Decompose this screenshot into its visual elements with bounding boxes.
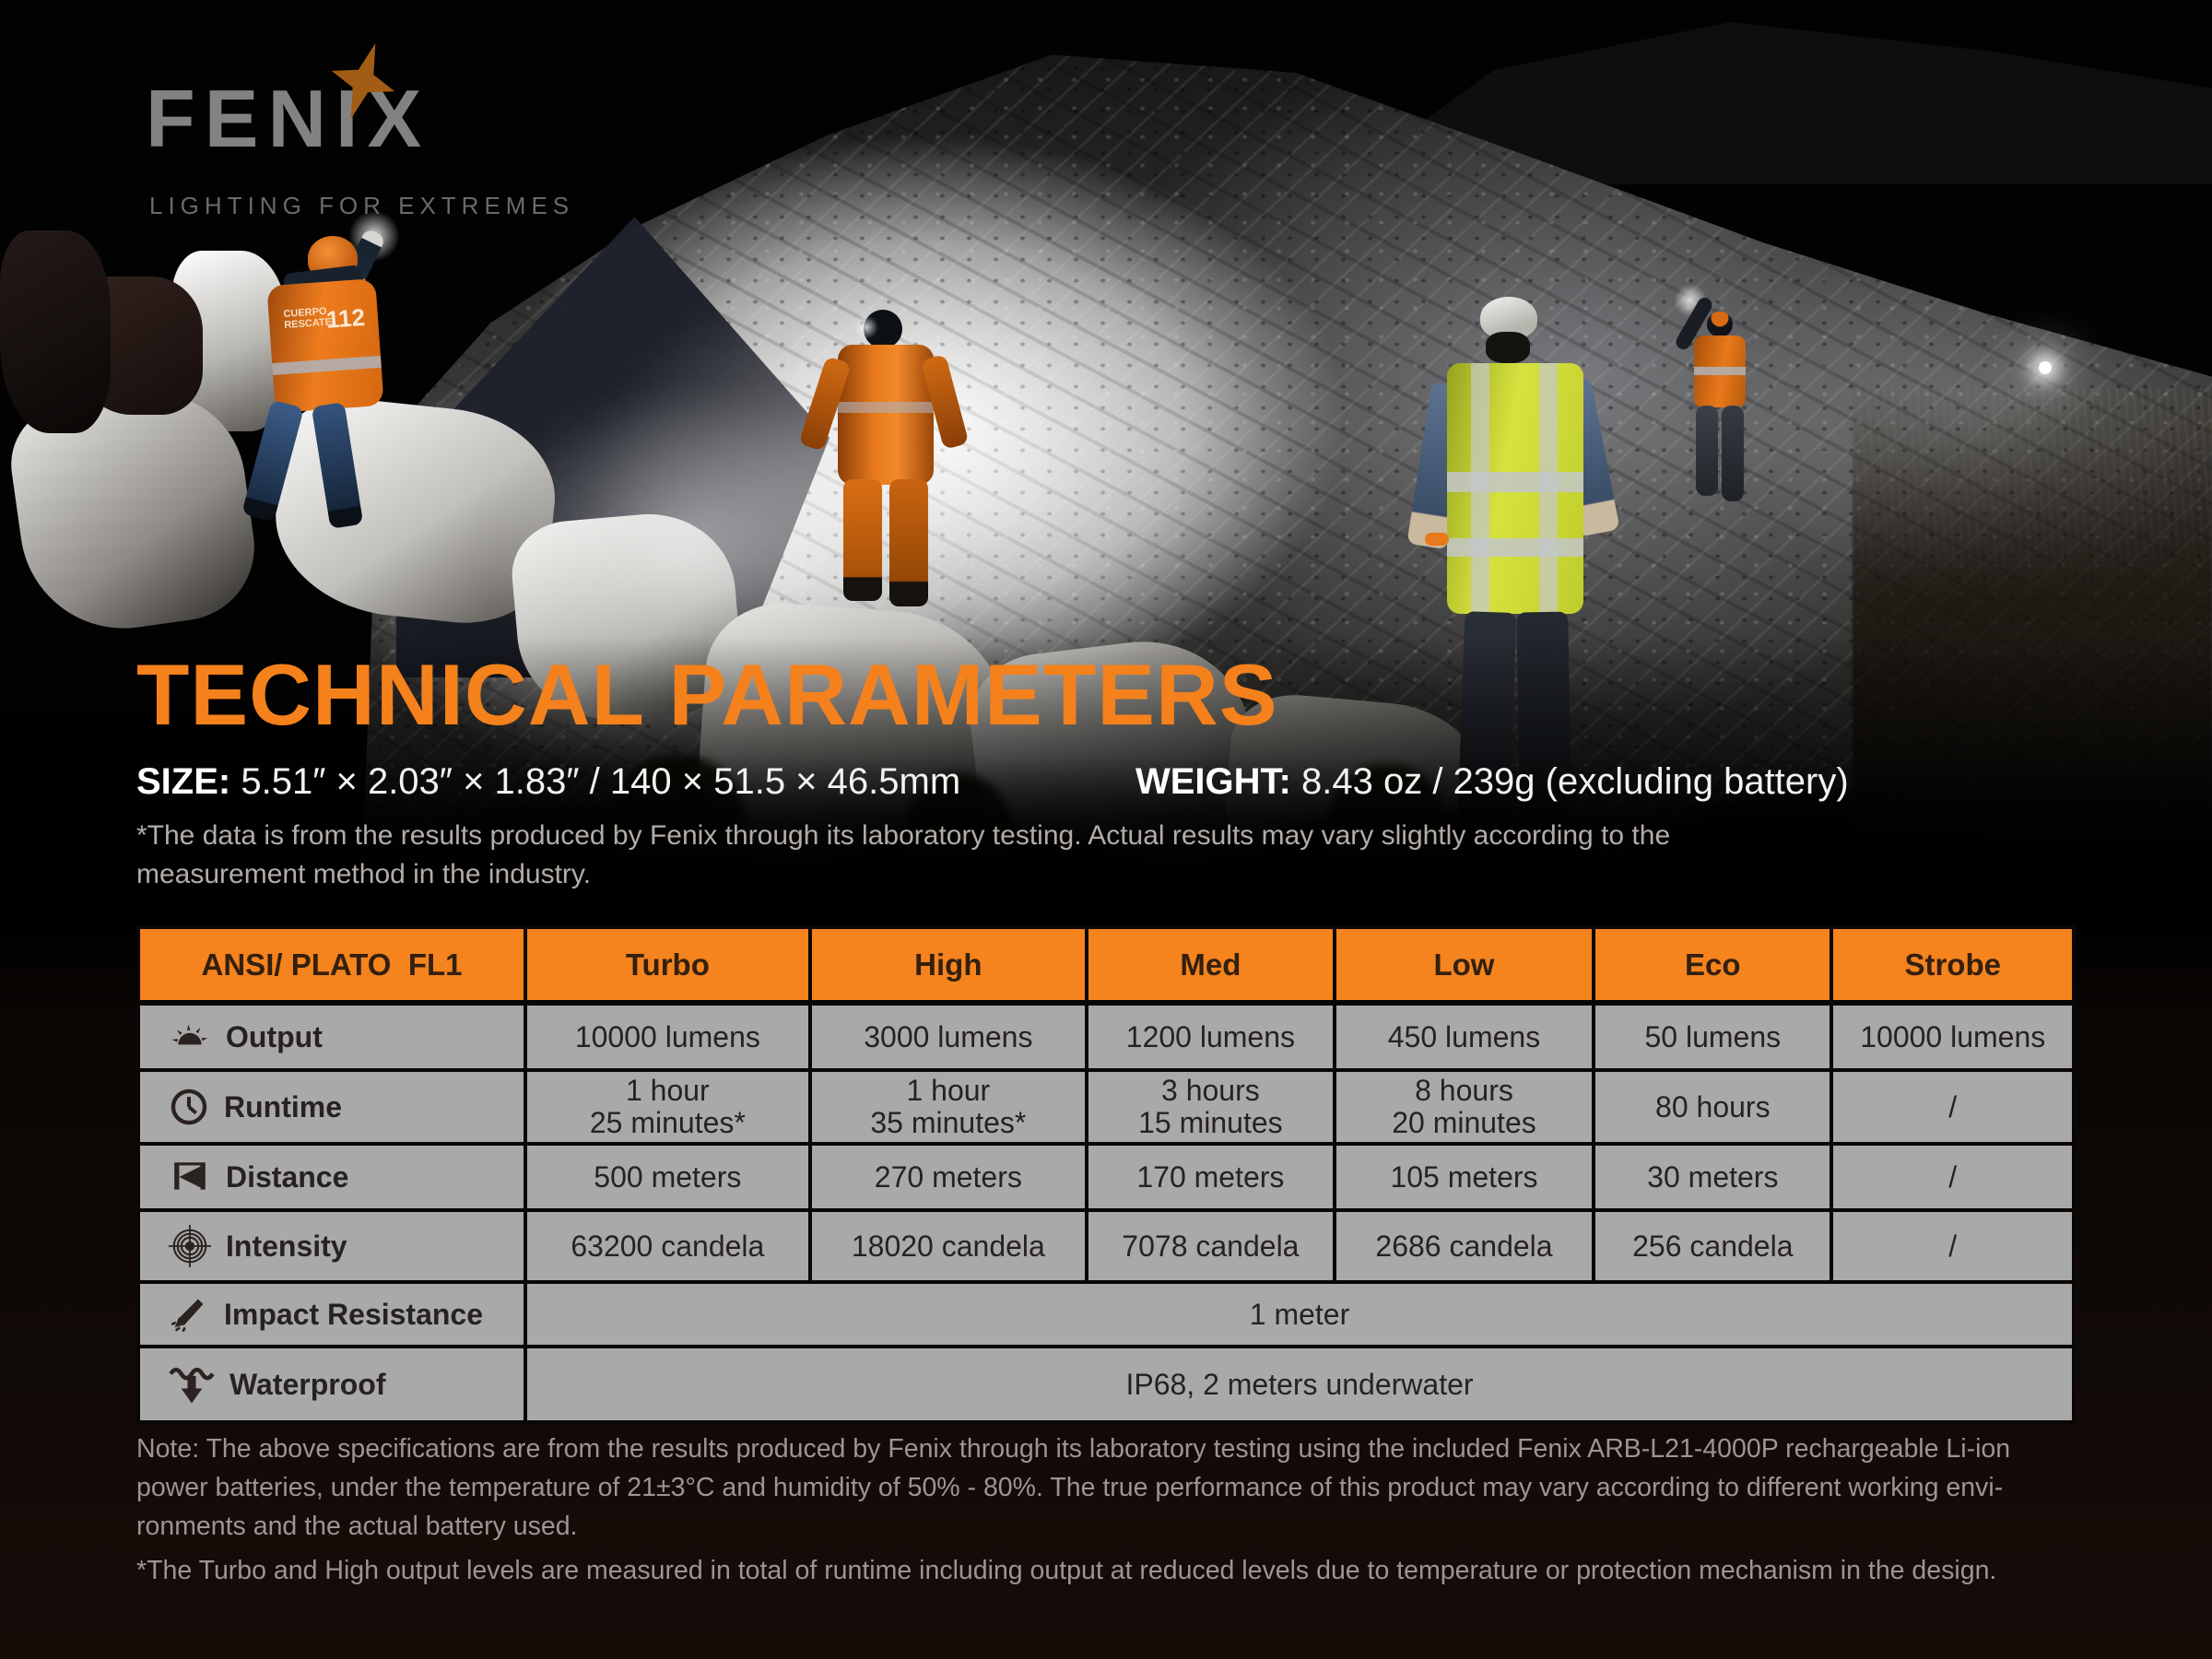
right-leg: [889, 479, 928, 606]
face-shadow: [1486, 332, 1530, 363]
intensity-low: 2686 candela: [1332, 1208, 1596, 1284]
output-turbo: 10000 lumens: [524, 1001, 812, 1072]
row-distance: Distance 500 meters 270 meters 170 meter…: [136, 1142, 2076, 1212]
output-high: 3000 lumens: [807, 1001, 1088, 1072]
intensity-eco: 256 candela: [1592, 1208, 1834, 1284]
row-waterproof: Waterproof IP68, 2 meters underwater: [136, 1345, 2076, 1424]
distance-high: 270 meters: [807, 1142, 1088, 1212]
reflective-stripe: [1447, 472, 1583, 492]
intensity-turbo: 63200 candela: [524, 1208, 812, 1284]
runtime-med: 3 hours 15 minutes: [1084, 1068, 1336, 1146]
orange-wristband: [1425, 533, 1449, 546]
output-strobe: 10000 lumens: [1830, 1001, 2076, 1072]
spec-table: ANSI/ PLATO FL1 Turbo High Med Low Eco S…: [136, 925, 2076, 1424]
runtime-high: 1 hour 35 minutes*: [807, 1068, 1088, 1146]
waterproof-value: IP68, 2 meters underwater: [524, 1345, 2076, 1424]
left-leg: [843, 479, 882, 601]
distance-turbo: 500 meters: [524, 1142, 812, 1212]
vest-vertical-stripe: [1539, 363, 1558, 614]
photo-bottom-fade: [0, 636, 2212, 931]
row-label: Runtime: [224, 1089, 342, 1124]
header-med: Med: [1084, 925, 1336, 1006]
intensity-high: 18020 candela: [807, 1208, 1088, 1284]
row-label: Output: [226, 1019, 323, 1053]
right-leg-jeans: [311, 402, 364, 529]
header-low: Low: [1332, 925, 1596, 1006]
headlamp-glow: [854, 315, 878, 339]
distance-med: 170 meters: [1084, 1142, 1336, 1212]
orange-jacket: CUERPO RESCATE 112: [266, 278, 384, 413]
brand-tagline: LIGHTING FOR EXTREMES: [149, 192, 575, 219]
person-hivis-supervisor: [1406, 291, 1620, 927]
note-line-2: power batteries, under the temperature o…: [136, 1473, 2004, 1502]
dark-rock: [0, 230, 111, 433]
reflective-stripe: [1447, 538, 1583, 557]
note-line-1: Note: The above specifications are from …: [136, 1434, 2011, 1464]
waterproof-icon: [169, 1367, 215, 1404]
row-output: Output 10000 lumens 3000 lumens 1200 lum…: [136, 1001, 2076, 1072]
note-line-turbo-asterisk: *The Turbo and High output levels are me…: [136, 1556, 1997, 1585]
left-leg-jeans: [241, 399, 304, 523]
output-icon: [171, 1024, 208, 1045]
impact-icon: [171, 1299, 204, 1333]
lab-disclaimer: *The data is from the results produced b…: [136, 820, 1671, 889]
hero-photo: CUERPO RESCATE 112: [0, 22, 2212, 931]
output-eco: 50 lumens: [1592, 1001, 1834, 1072]
left-leg: [1696, 406, 1718, 496]
row-label: Impact Resistance: [224, 1297, 484, 1331]
distance-eco: 30 meters: [1592, 1142, 1834, 1212]
runtime-strobe: /: [1830, 1068, 2076, 1146]
orange-vest: [1694, 335, 1746, 407]
fenix-star-icon: [331, 42, 395, 120]
size-label: SIZE:: [136, 761, 231, 802]
output-low: 450 lumens: [1332, 1001, 1596, 1072]
row-impact-resistance: Impact Resistance 1 meter: [136, 1280, 2076, 1348]
reflective-stripe: [1694, 367, 1746, 375]
size-line: SIZE: 5.51″ × 2.03″ × 1.83″ / 140 × 51.5…: [136, 761, 960, 803]
head-with-cap: [1707, 312, 1733, 337]
impact-resistance-value: 1 meter: [524, 1280, 2076, 1348]
runtime-low: 8 hours 20 minutes: [1332, 1068, 1596, 1146]
runtime-icon: [171, 1088, 207, 1125]
jacket-number: 112: [324, 302, 366, 334]
intensity-icon: [169, 1225, 211, 1267]
header-ansi-plato: ANSI/ PLATO FL1: [136, 925, 527, 1006]
distance-icon: [174, 1162, 206, 1190]
distance-low: 105 meters: [1332, 1142, 1596, 1212]
row-label: Waterproof: [229, 1367, 386, 1401]
hivis-vest: [1447, 363, 1583, 614]
runtime-turbo: 1 hour 25 minutes*: [524, 1068, 812, 1146]
reflective-stripe: [272, 355, 382, 376]
intensity-strobe: /: [1830, 1208, 2076, 1284]
row-runtime: Runtime 1 hour 25 minutes* 1 hour 35 min…: [136, 1068, 2076, 1146]
table-header-row: ANSI/ PLATO FL1 Turbo High Med Low Eco S…: [136, 925, 2076, 1006]
header-eco: Eco: [1592, 925, 1834, 1006]
intensity-med: 7078 candela: [1084, 1208, 1336, 1284]
size-value: 5.51″ × 2.03″ × 1.83″ / 140 × 51.5 × 46.…: [230, 761, 961, 802]
right-leg: [1722, 406, 1744, 501]
weight-label: WEIGHT:: [1135, 761, 1291, 802]
distant-flashlight-spark: [2039, 361, 2052, 374]
row-label: Intensity: [226, 1229, 347, 1263]
weight-line: WEIGHT: 8.43 oz / 239g (excluding batter…: [1135, 761, 1849, 803]
weight-value: 8.43 oz / 239g (excluding battery): [1290, 761, 1849, 802]
person-right-rescuer: [1665, 284, 1775, 522]
row-intensity: Intensity 63200 candela 18020 candela 70…: [136, 1208, 2076, 1284]
row-label: Distance: [226, 1159, 349, 1194]
person-left-rescuer: CUERPO RESCATE 112: [230, 210, 415, 535]
orange-suit-torso: [838, 345, 934, 485]
header-high: High: [807, 925, 1088, 1006]
header-turbo: Turbo: [524, 925, 812, 1006]
note-line-3: ronments and the actual battery used.: [136, 1512, 578, 1541]
reflective-stripe: [838, 402, 934, 413]
header-strobe: Strobe: [1830, 925, 2076, 1006]
vest-vertical-stripe: [1471, 363, 1489, 614]
runtime-eco: 80 hours: [1592, 1068, 1834, 1146]
distance-strobe: /: [1830, 1142, 2076, 1212]
person-center-worker: [798, 302, 970, 620]
output-med: 1200 lumens: [1084, 1001, 1336, 1072]
page-title: TECHNICAL PARAMETERS: [136, 646, 1278, 743]
